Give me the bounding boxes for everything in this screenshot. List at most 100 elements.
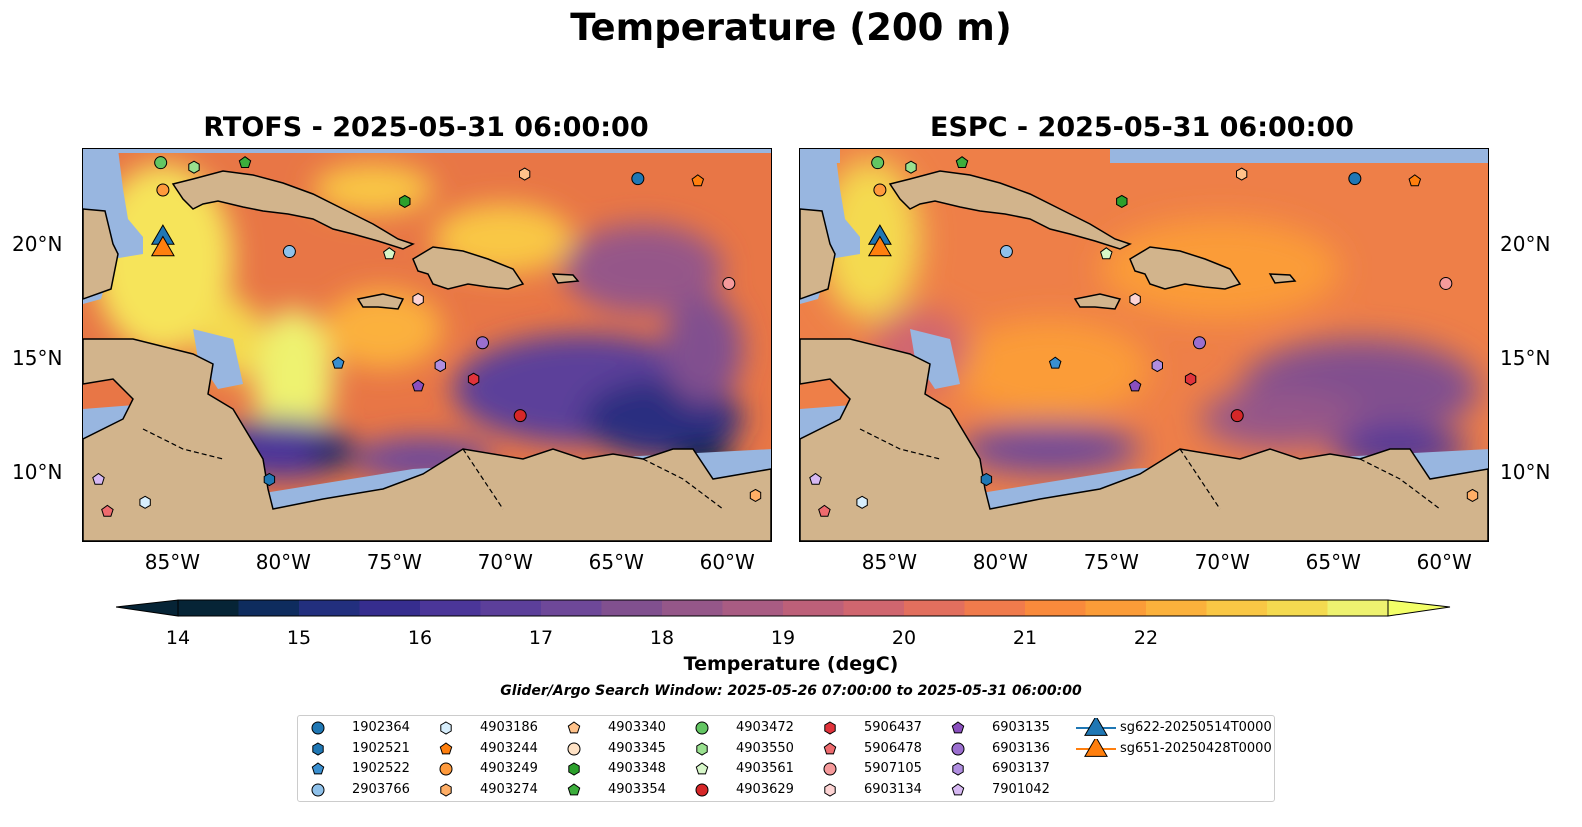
lon-tick-label: 70°W (1194, 550, 1250, 574)
lon-tick-label: 80°W (255, 550, 311, 574)
legend-marker-icon (567, 742, 581, 755)
marker-sg651-20250428T0000 (150, 235, 175, 257)
marker-4903249 (873, 183, 887, 197)
lon-tick-label: 75°W (366, 550, 422, 574)
colorbar-segment (1085, 600, 1147, 616)
colorbar-tick-label: 16 (407, 627, 433, 649)
legend-label: 4903249 (480, 761, 538, 776)
marker-2903766 (282, 245, 296, 259)
legend-marker-icon (951, 782, 965, 795)
marker-1902522 (331, 356, 345, 369)
espc-panel-title: ESPC - 2025-05-31 06:00:00 (930, 112, 1354, 143)
lon-tick-label: 65°W (1305, 550, 1361, 574)
marker-6903135 (411, 379, 425, 392)
legend-marker-icon (823, 741, 837, 754)
legend-label: 6903135 (992, 720, 1050, 735)
marker-6903137 (434, 358, 446, 373)
colorbar-under-extend (116, 599, 179, 617)
legend-label: 2903766 (352, 781, 410, 797)
colorbar-segment (238, 600, 300, 616)
legend-marker-icon (824, 721, 836, 735)
marker-4903186 (856, 495, 868, 509)
legend-label: 4903629 (736, 781, 794, 797)
colorbar-segment (1327, 600, 1389, 616)
legend-label: 5906478 (864, 740, 922, 756)
marker-4903472 (871, 156, 885, 170)
colorbar-segment (783, 600, 844, 616)
colorbar-tick-label: 20 (891, 627, 917, 649)
legend-label: 5907105 (864, 761, 922, 776)
rtofs-panel-title: RTOFS - 2025-05-31 06:00:00 (203, 112, 649, 143)
search-window-text: Glider/Argo Search Window: 2025-05-26 07… (500, 683, 1082, 699)
marker-4903244 (691, 174, 705, 187)
legend-marker-icon (311, 783, 325, 796)
legend-marker-icon (439, 741, 453, 754)
legend-label: 6903137 (992, 761, 1050, 776)
lon-tick-label: 85°W (144, 550, 200, 574)
legend-label: 1902521 (352, 740, 410, 756)
colorbar-segment (541, 600, 602, 616)
legend-label: 4903274 (480, 781, 538, 797)
legend-label: 4903244 (480, 740, 538, 756)
rtofs-map[interactable] (82, 148, 772, 542)
marker-4903550 (905, 160, 917, 174)
lon-tick-label: 80°W (972, 550, 1028, 574)
colorbar-tick-label: 21 (1012, 627, 1038, 649)
legend-marker-icon (311, 721, 325, 735)
legend-marker-icon (1076, 738, 1116, 757)
marker-5907105 (722, 276, 736, 290)
marker-4903354 (238, 156, 252, 168)
marker-4903354 (955, 156, 969, 168)
lat-tick-label-left: 15°N (12, 345, 63, 370)
colorbar-segment (299, 600, 360, 616)
colorbar-tick-label: 19 (770, 627, 796, 649)
marker-4903348 (399, 194, 411, 208)
legend-marker-icon (695, 762, 709, 775)
legend-marker-icon (568, 762, 580, 776)
colorbar-segment (480, 600, 542, 616)
legend-marker-icon (952, 762, 964, 776)
rtofs-land (83, 170, 771, 541)
legend-marker-icon (440, 721, 452, 735)
rtofs-markers (92, 156, 762, 517)
marker-4903561 (383, 247, 396, 260)
espc-map[interactable] (799, 148, 1489, 542)
marker-4903340 (519, 167, 531, 181)
legend-label: 4903340 (608, 720, 666, 735)
marker-5907105 (1439, 276, 1453, 290)
lon-tick-label: 85°W (861, 550, 917, 574)
colorbar-tick-label: 17 (528, 627, 554, 649)
marker-4903274 (1466, 488, 1479, 502)
marker-1902364 (1348, 172, 1362, 186)
marker-5906437 (1184, 372, 1197, 386)
legend-label: 5906437 (864, 720, 922, 735)
legend-marker-icon (311, 762, 325, 775)
colorbar-segment (1146, 600, 1207, 616)
legend-label: 4903550 (736, 740, 794, 756)
marker-1902522 (1048, 356, 1062, 369)
rtofs-map-canvas (83, 149, 771, 541)
marker-5906478 (818, 504, 831, 517)
colorbar-segment (904, 600, 965, 616)
colorbar-tick-label: 22 (1133, 627, 1159, 649)
colorbar-segment (843, 600, 905, 616)
legend-label: 4903186 (480, 720, 538, 735)
marker-6903136 (475, 336, 489, 350)
legend-label: 4903345 (608, 740, 666, 756)
espc-borders (859, 428, 1441, 510)
lon-tick-label: 60°W (1416, 550, 1472, 574)
marker-6903135 (1128, 379, 1142, 392)
colorbar-tick-label: 14 (165, 627, 191, 649)
marker-4903472 (154, 156, 168, 170)
colorbar-segment (964, 600, 1026, 616)
legend-label: 4903472 (736, 720, 794, 735)
espc-markers (809, 156, 1479, 517)
marker-7901042 (92, 472, 105, 485)
rtofs-borders (142, 428, 724, 510)
marker-5906437 (467, 372, 480, 386)
legend-label: 1902522 (352, 761, 410, 776)
marker-4903550 (188, 160, 200, 174)
lon-tick-label: 60°W (699, 550, 755, 574)
colorbar-over-extend (1387, 599, 1451, 617)
legend-label: 6903134 (864, 781, 922, 797)
